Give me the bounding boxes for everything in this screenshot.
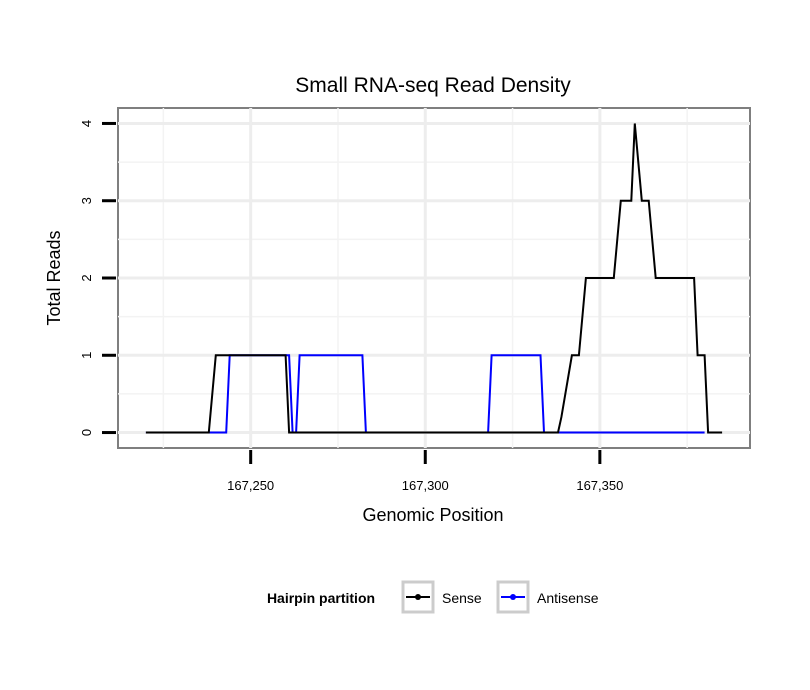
y-tick-label: 0 [79, 429, 94, 436]
x-tick-label: 167,350 [576, 478, 623, 493]
legend-item-antisense: Antisense [496, 580, 599, 614]
legend: Hairpin partition Sense Antisense [267, 580, 599, 614]
legend-label-sense: Sense [442, 590, 482, 606]
x-tick-label: 167,250 [227, 478, 274, 493]
chart-title: Small RNA-seq Read Density [295, 74, 571, 97]
y-tick-label: 3 [79, 197, 94, 204]
legend-item-sense: Sense [401, 580, 482, 614]
legend-point-sense [415, 594, 421, 600]
x-axis-title: Genomic Position [362, 505, 503, 525]
legend-point-antisense [510, 594, 516, 600]
legend-title: Hairpin partition [267, 590, 375, 606]
x-axis: 167,250 167,300 167,350 [227, 450, 623, 493]
y-tick-label: 4 [79, 120, 94, 127]
legend-label-antisense: Antisense [537, 590, 599, 606]
y-tick-label: 1 [79, 352, 94, 359]
y-axis: 0 1 2 3 4 [79, 120, 116, 436]
y-tick-label: 2 [79, 274, 94, 281]
y-axis-title: Total Reads [44, 230, 64, 325]
series-line-sense [145, 123, 723, 434]
series-layer [145, 123, 723, 434]
x-tick-label: 167,300 [402, 478, 449, 493]
